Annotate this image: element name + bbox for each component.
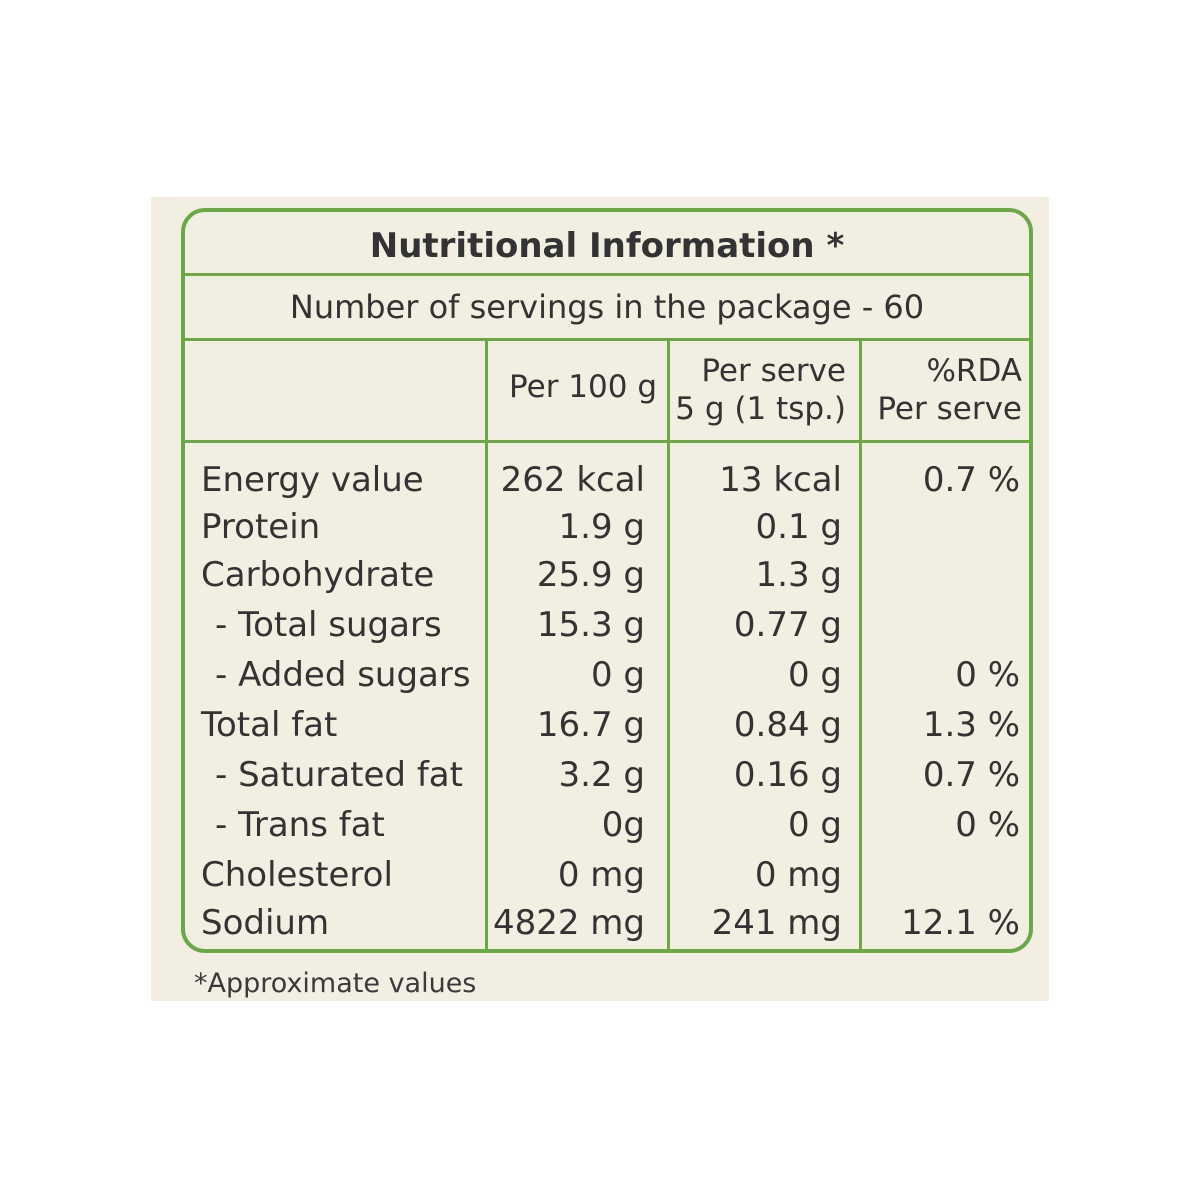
per100-value: 25.9 g xyxy=(536,555,645,595)
per100-value: 262 kcal xyxy=(500,460,645,500)
header-rda-line1: %RDA xyxy=(926,353,1022,389)
header-per-serve-line1: Per serve xyxy=(701,353,846,389)
column-divider-3 xyxy=(859,338,862,949)
nutrient-name: Carbohydrate xyxy=(201,555,435,595)
table-row: Energy value 262 kcal 13 kcal 0.7 % xyxy=(185,456,1029,505)
rda-value: 12.1 % xyxy=(901,903,1020,943)
per100-value: 0 g xyxy=(590,655,645,695)
per100-value: 4822 mg xyxy=(492,903,645,943)
label-background xyxy=(151,197,1049,1001)
footnote: *Approximate values xyxy=(194,968,477,999)
nutrient-name: - Added sugars xyxy=(215,655,471,695)
table-row: Carbohydrate 25.9 g 1.3 g xyxy=(185,551,1029,600)
per100-value: 3.2 g xyxy=(558,755,645,795)
divider-header xyxy=(185,440,1029,443)
perserve-value: 0 g xyxy=(787,805,842,845)
table-row: - Added sugars 0 g 0 g 0 % xyxy=(185,651,1029,700)
nutrient-name: Cholesterol xyxy=(201,855,393,895)
table-row: Cholesterol 0 mg 0 mg xyxy=(185,851,1029,900)
table-row: - Total sugars 15.3 g 0.77 g xyxy=(185,601,1029,650)
nutrient-name: - Total sugars xyxy=(215,605,442,645)
perserve-value: 0.16 g xyxy=(733,755,842,795)
nutrition-table: Nutritional Information * Number of serv… xyxy=(181,208,1033,953)
perserve-value: 0.1 g xyxy=(755,507,842,547)
nutrient-name: Energy value xyxy=(201,460,424,500)
rda-value: 0.7 % xyxy=(922,755,1020,795)
perserve-value: 0 mg xyxy=(754,855,842,895)
divider-title xyxy=(185,273,1029,276)
table-title: Nutritional Information * xyxy=(369,226,845,266)
perserve-value: 0.84 g xyxy=(733,705,842,745)
rda-value: 1.3 % xyxy=(922,705,1020,745)
column-divider-2 xyxy=(667,338,670,949)
per100-value: 0 mg xyxy=(557,855,645,895)
header-rda: %RDA Per serve xyxy=(877,352,1022,428)
per100-value: 1.9 g xyxy=(558,507,645,547)
rda-value: 0 % xyxy=(955,655,1020,695)
perserve-value: 0.77 g xyxy=(733,605,842,645)
column-divider-1 xyxy=(485,338,488,949)
table-row: Sodium 4822 mg 241 mg 12.1 % xyxy=(185,899,1029,948)
table-row: - Trans fat 0g 0 g 0 % xyxy=(185,801,1029,850)
per100-value: 0g xyxy=(601,805,645,845)
rda-value: 0 % xyxy=(955,805,1020,845)
table-row: Total fat 16.7 g 0.84 g 1.3 % xyxy=(185,701,1029,750)
perserve-value: 0 g xyxy=(787,655,842,695)
per100-value: 15.3 g xyxy=(536,605,645,645)
nutrient-name: Protein xyxy=(201,507,321,547)
header-per-serve-line2: 5 g (1 tsp.) xyxy=(675,391,846,427)
nutrient-name: Total fat xyxy=(201,705,338,745)
per100-value: 16.7 g xyxy=(536,705,645,745)
perserve-value: 241 mg xyxy=(711,903,842,943)
table-row: Protein 1.9 g 0.1 g xyxy=(185,503,1029,552)
table-row: - Saturated fat 3.2 g 0.16 g 0.7 % xyxy=(185,751,1029,800)
nutrient-name: - Trans fat xyxy=(215,805,385,845)
perserve-value: 13 kcal xyxy=(719,460,842,500)
divider-servings xyxy=(185,338,1029,341)
header-per-serve: Per serve 5 g (1 tsp.) xyxy=(675,352,846,428)
header-per-100g: Per 100 g xyxy=(509,369,657,405)
perserve-value: 1.3 g xyxy=(755,555,842,595)
servings-text: Number of servings in the package - 60 xyxy=(289,288,925,326)
nutrient-name: Sodium xyxy=(201,903,330,943)
header-rda-line2: Per serve xyxy=(877,391,1022,427)
nutrient-name: - Saturated fat xyxy=(215,755,463,795)
rda-value: 0.7 % xyxy=(922,460,1020,500)
